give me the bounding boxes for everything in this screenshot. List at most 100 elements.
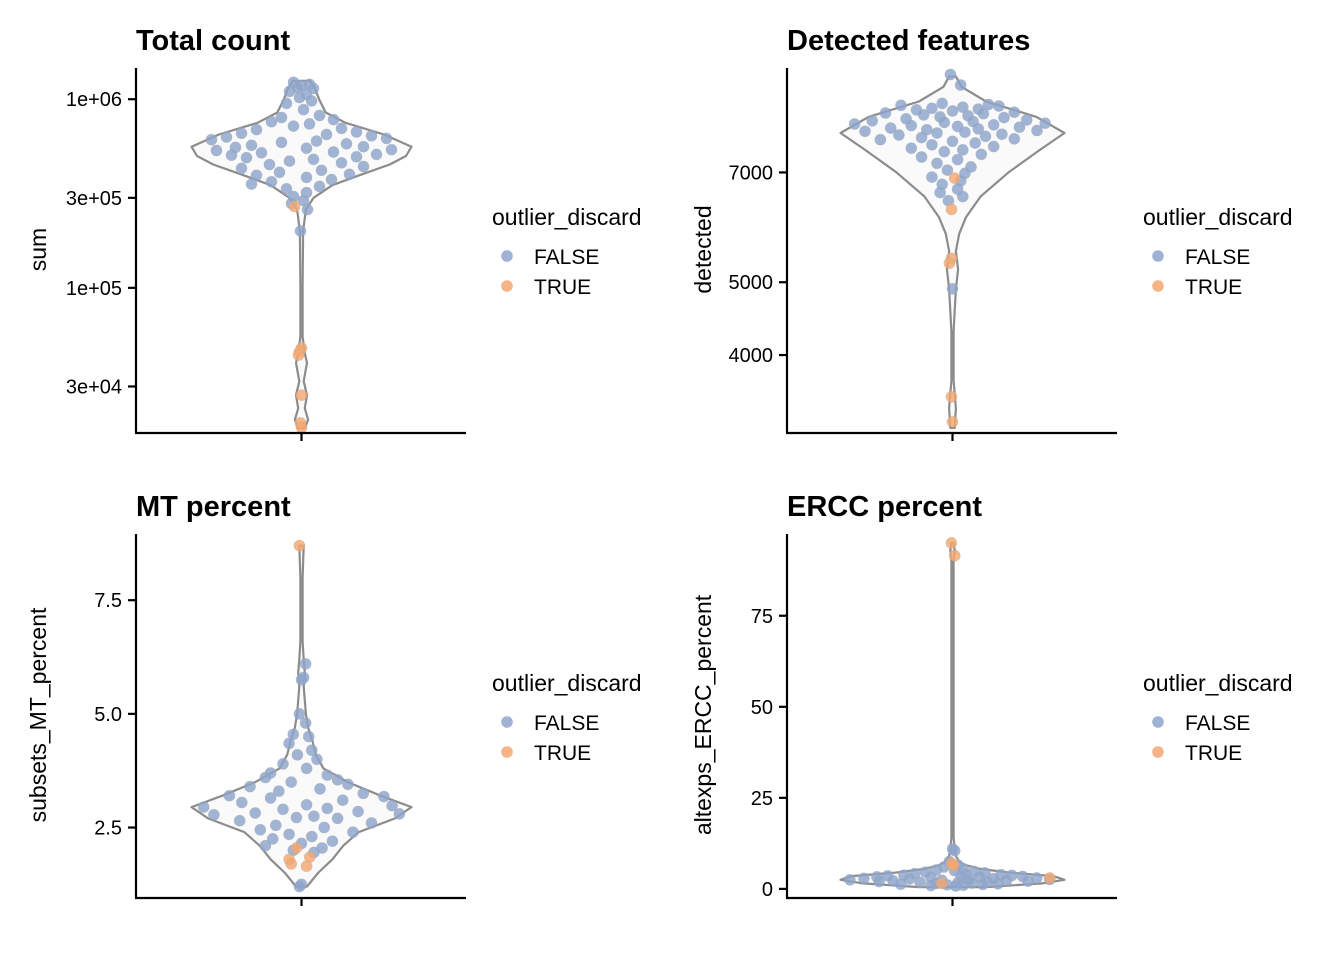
point-false xyxy=(245,139,258,152)
point-false xyxy=(941,164,954,176)
legend-label-true: TRUE xyxy=(534,276,591,299)
point-false xyxy=(265,175,278,188)
point-false xyxy=(235,796,248,809)
legend-key-true xyxy=(1152,280,1164,292)
point-false xyxy=(949,880,962,892)
legend: outlier_discard FALSE TRUE xyxy=(492,670,642,765)
legend-title: outlier_discard xyxy=(1143,670,1293,696)
point-false xyxy=(926,138,938,151)
legend-label-true: TRUE xyxy=(534,742,591,765)
point-false xyxy=(931,157,943,170)
point-false xyxy=(956,190,969,203)
y-tick-label: 5.0 xyxy=(94,704,122,726)
point-false xyxy=(263,158,276,171)
point-false xyxy=(352,805,364,818)
y-tick-label: 7.5 xyxy=(94,590,122,612)
point-true xyxy=(300,860,313,873)
point-false xyxy=(283,155,296,167)
point-false xyxy=(273,166,286,179)
violin-outline xyxy=(839,541,1066,889)
point-false xyxy=(357,140,370,153)
y-tick-label: 75 xyxy=(751,606,773,628)
y-tick-label: 1e+05 xyxy=(66,278,122,300)
point-false xyxy=(874,133,887,146)
point-false xyxy=(903,873,916,885)
point-false xyxy=(283,737,295,750)
panel-title: ERCC percent xyxy=(787,491,982,523)
point-true xyxy=(948,549,961,562)
legend-key-true xyxy=(1152,746,1164,758)
point-false xyxy=(926,102,938,115)
legend-label-false: FALSE xyxy=(534,246,599,269)
point-false xyxy=(277,758,289,770)
point-false xyxy=(858,872,870,885)
point-false xyxy=(318,821,331,834)
point-false xyxy=(331,812,344,825)
legend-label-false: FALSE xyxy=(534,712,599,735)
point-false xyxy=(879,107,892,119)
legend-title: outlier_discard xyxy=(492,204,642,230)
point-false xyxy=(259,771,272,784)
point-false xyxy=(275,111,288,124)
point-false xyxy=(954,79,967,91)
y-tick-label: 1e+06 xyxy=(66,89,122,111)
legend-key-false xyxy=(501,716,513,728)
point-false xyxy=(959,126,971,139)
point-false xyxy=(993,100,1005,112)
point-true xyxy=(945,203,958,216)
point-false xyxy=(302,730,315,743)
point-false xyxy=(250,169,263,182)
point-false xyxy=(326,835,339,848)
point-false xyxy=(365,129,378,142)
point-false xyxy=(335,156,348,169)
point-false xyxy=(327,146,340,158)
point-false xyxy=(1020,114,1033,126)
point-false xyxy=(946,135,959,148)
point-false xyxy=(321,802,334,815)
point-true xyxy=(285,858,298,870)
point-true xyxy=(947,859,960,872)
point-false xyxy=(347,826,359,838)
point-false xyxy=(269,819,282,832)
point-false xyxy=(1008,132,1021,145)
point-false xyxy=(340,137,353,150)
point-false xyxy=(848,118,861,130)
point-false xyxy=(934,186,946,199)
panel-4: ERCC percent altexps_ERCC_percent 0 25 50 75 o… xyxy=(690,491,1293,906)
legend-title: outlier_discard xyxy=(1143,204,1293,230)
point-false xyxy=(207,808,220,821)
point-true xyxy=(293,539,306,552)
point-false xyxy=(972,122,985,135)
point-false xyxy=(948,844,961,857)
point-true xyxy=(288,200,301,213)
point-false xyxy=(294,225,307,237)
point-false xyxy=(979,130,992,143)
point-false xyxy=(315,164,328,177)
point-false xyxy=(343,168,356,181)
point-false xyxy=(915,131,928,144)
point-false xyxy=(287,120,300,132)
legend-key-false xyxy=(1152,250,1164,262)
point-false xyxy=(977,107,990,120)
y-tick-label: 0 xyxy=(762,879,773,901)
point-false xyxy=(956,143,969,156)
point-false xyxy=(290,811,303,824)
point-true xyxy=(943,257,956,270)
point-false xyxy=(996,128,1008,141)
point-false xyxy=(283,828,295,841)
point-false xyxy=(225,149,238,162)
point-false xyxy=(1008,106,1021,119)
point-false xyxy=(235,127,248,140)
legend-key-false xyxy=(501,250,513,262)
panel-title: Detected features xyxy=(787,25,1030,57)
point-false xyxy=(894,878,907,891)
point-false xyxy=(976,878,989,891)
point-false xyxy=(944,68,957,81)
point-false xyxy=(250,123,263,136)
point-false xyxy=(259,839,272,852)
y-tick-label: 5000 xyxy=(729,272,774,294)
point-false xyxy=(393,808,406,820)
point-false xyxy=(915,151,928,163)
point-false xyxy=(873,875,885,888)
